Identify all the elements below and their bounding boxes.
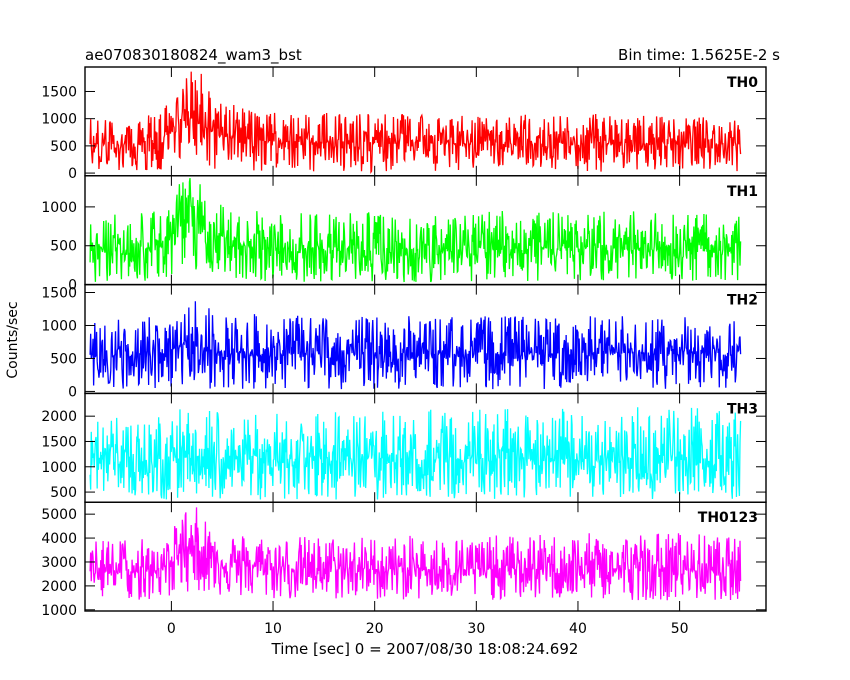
y-tick-label: 1000 (41, 318, 77, 334)
y-tick-label: 500 (50, 139, 77, 155)
y-tick-label: 0 (68, 166, 77, 182)
y-tick-label: 0 (68, 278, 77, 294)
series-th2 (89, 301, 742, 390)
y-tick-label: 500 (50, 485, 77, 501)
x-tick-label: 10 (264, 621, 282, 637)
panel-th1: 0 500 1000 TH1 (41, 175, 767, 294)
chart-subtitle: Bin time: 1.5625E-2 s (618, 46, 780, 64)
y-tick-label: 0 (68, 384, 77, 400)
panel-frame (84, 175, 767, 286)
series-th0 (89, 71, 742, 174)
series-label-th0123: TH0123 (698, 510, 758, 526)
panel-th3: 500 1000 1500 2000 TH3 (41, 392, 767, 503)
panel-th0123: 1000 2000 3000 4000 5000 TH0123 (41, 501, 767, 619)
x-axis-label: Time [sec] 0 = 2007/08/30 18:08:24.692 (271, 640, 579, 658)
y-tick-label: 3000 (41, 555, 77, 571)
x-tick-label: 0 (167, 621, 176, 637)
series-label-th0: TH0 (727, 75, 758, 91)
y-tick-label: 2000 (41, 409, 77, 425)
series-th0123 (89, 507, 742, 601)
y-tick-label: 1000 (41, 603, 77, 619)
y-tick-label: 1000 (41, 112, 77, 128)
x-tick-label: 30 (467, 621, 485, 637)
chart-title: ae070830180824_wam3_bst (85, 46, 302, 65)
x-tick-label: 20 (366, 621, 384, 637)
y-axis-label: Counts/sec (5, 301, 21, 378)
y-tick-label: 4000 (41, 531, 77, 547)
y-tick-label: 1000 (41, 460, 77, 476)
x-tick-label: 40 (569, 621, 587, 637)
y-tick-label: 1500 (41, 84, 77, 100)
series-th3 (89, 407, 742, 500)
series-label-th2: TH2 (727, 293, 758, 309)
panel-frame (84, 501, 767, 612)
y-tick-label: 1000 (41, 200, 77, 216)
series-th1 (89, 178, 742, 283)
y-tick-label: 1500 (41, 434, 77, 450)
y-tick-label: 2000 (41, 579, 77, 595)
series-label-th1: TH1 (727, 184, 758, 200)
series-label-th3: TH3 (727, 401, 758, 417)
panel-th0: 0 500 1000 1500 TH0 (41, 66, 767, 182)
y-tick-label: 500 (50, 351, 77, 367)
panel-th2: 0 500 1000 1500 TH2 (41, 283, 767, 400)
y-tick-label: 500 (50, 239, 77, 255)
y-tick-label: 1500 (41, 286, 77, 302)
x-tick-label: 50 (671, 621, 689, 637)
y-tick-label: 5000 (41, 507, 77, 523)
